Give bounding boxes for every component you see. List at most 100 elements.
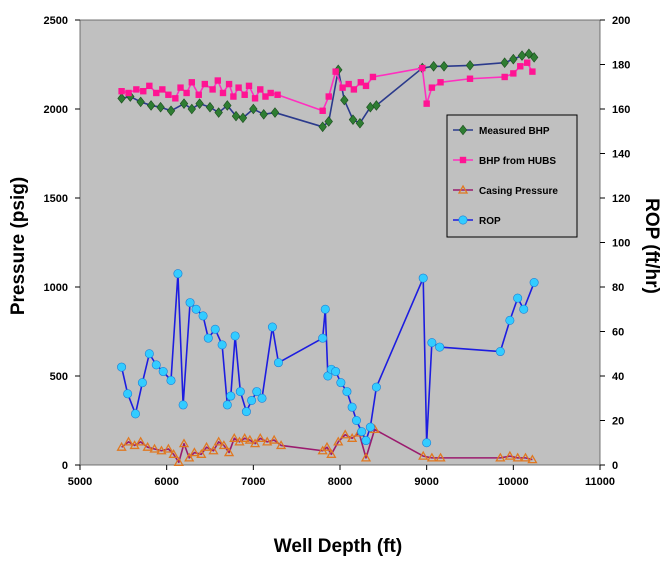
bhp-from-hubs-line (121, 61, 534, 112)
casing-pressure-point (196, 449, 207, 458)
legend-bhp-from-hubs-point (459, 156, 467, 164)
rop-point (418, 273, 428, 283)
casing-pressure-point (326, 449, 337, 458)
rop-point (320, 304, 330, 314)
casing-pressure-point (173, 457, 184, 466)
casing-pressure-point (418, 450, 429, 460)
rop-point (144, 349, 154, 359)
rop-point (178, 400, 188, 410)
bhp-from-hubs-point (345, 80, 352, 88)
bhp-from-hubs-point (362, 82, 370, 90)
x-tick-label: 9000 (414, 476, 438, 488)
casing-pressure-point (347, 432, 358, 442)
rop-point (342, 387, 352, 397)
bhp-from-hubs-point (350, 86, 358, 93)
series-layer (116, 48, 539, 466)
bhp-from-hubs-point (177, 84, 184, 91)
y2-tick-label: 80 (612, 282, 624, 294)
bhp-from-hubs-point (529, 68, 536, 75)
measured-bhp-point (156, 101, 165, 113)
y2-tick-label: 160 (612, 104, 630, 116)
rop-point (422, 438, 432, 448)
rop-point (495, 347, 505, 357)
bhp-from-hubs-point (140, 88, 147, 95)
casing-pressure-point (249, 438, 261, 448)
rop-point (273, 358, 283, 368)
y2-tick-label: 180 (612, 60, 630, 72)
series-bhp-from-hubs (118, 59, 536, 114)
measured-bhp-point (318, 121, 327, 133)
measured-bhp-point (205, 101, 215, 113)
bhp-from-hubs-point (245, 82, 253, 90)
rop-line (120, 272, 535, 444)
y-tick-label: 1500 (44, 193, 68, 205)
rop-point (137, 378, 147, 388)
rop-point (217, 340, 227, 350)
bhp-from-hubs-point (325, 93, 332, 100)
bhp-from-hubs-point (251, 95, 259, 102)
rop-point (166, 375, 176, 385)
rop-point (247, 395, 257, 405)
rop-point (267, 322, 277, 332)
rop-point (331, 367, 341, 377)
measured-bhp-point (231, 110, 241, 122)
rop-point (203, 333, 213, 343)
casing-pressure-point (262, 436, 273, 446)
rop-point (257, 393, 267, 403)
bhp-from-hubs-point (517, 63, 524, 70)
measured-bhp-point (179, 98, 189, 109)
legend-label-bhp-from-hubs: BHP from HUBS (479, 156, 556, 167)
casing-pressure-point (495, 452, 506, 462)
bhp-from-hubs-point (262, 93, 269, 100)
x-axis-title: Well Depth (ft) (274, 536, 402, 557)
casing-pressure-point (142, 441, 153, 451)
bhp-from-hubs-point (428, 84, 436, 91)
bhp-from-hubs-point (357, 79, 364, 86)
rop-point (235, 387, 245, 397)
rop-point (198, 311, 208, 321)
x-tick-label: 11000 (585, 476, 615, 488)
measured-bhp-point (195, 98, 204, 109)
rop-point (185, 298, 195, 308)
rop-point (318, 333, 328, 343)
casing-pressure-line (121, 428, 533, 464)
bhp-from-hubs-point (214, 77, 221, 84)
y2-tick-label: 120 (612, 193, 630, 205)
casing-pressure-point (333, 436, 344, 446)
rop-point (210, 324, 220, 334)
measured-bhp-point (355, 117, 365, 129)
casing-pressure-point (321, 441, 333, 451)
rop-point (230, 331, 240, 341)
measured-bhp-point (529, 52, 539, 63)
casing-pressure-point (435, 452, 446, 462)
measured-bhp-line (121, 53, 535, 128)
bhp-from-hubs-point (419, 64, 426, 72)
measured-bhp-point (214, 107, 223, 118)
bhp-from-hubs-point (339, 84, 346, 91)
casing-pressure-point (229, 432, 240, 442)
legend-measured-bhp-point (458, 124, 468, 136)
bhp-from-hubs-point (332, 68, 339, 75)
rop-point (529, 278, 539, 288)
y2-tick-label: 200 (612, 15, 630, 27)
y2-tick-label: 140 (612, 149, 630, 161)
bhp-from-hubs-point (423, 100, 430, 107)
casing-pressure-point (223, 447, 235, 457)
measured-bhp-point (146, 100, 156, 111)
casing-pressure-point (275, 440, 287, 450)
rop-point (347, 402, 357, 412)
casing-pressure-point (149, 443, 160, 453)
casing-pressure-point (269, 434, 280, 444)
rop-point (361, 436, 371, 446)
casing-pressure-point (360, 452, 372, 462)
rop-point (117, 362, 127, 372)
bhp-from-hubs-point (125, 89, 132, 97)
y-tick-label: 500 (50, 371, 68, 383)
legend-rop-point (458, 215, 468, 225)
bhp-from-hubs-point (501, 73, 508, 81)
casing-pressure-point (527, 454, 538, 464)
casing-pressure-point (135, 436, 146, 446)
bhp-from-hubs-point (188, 79, 195, 86)
series-casing-pressure (116, 424, 538, 466)
